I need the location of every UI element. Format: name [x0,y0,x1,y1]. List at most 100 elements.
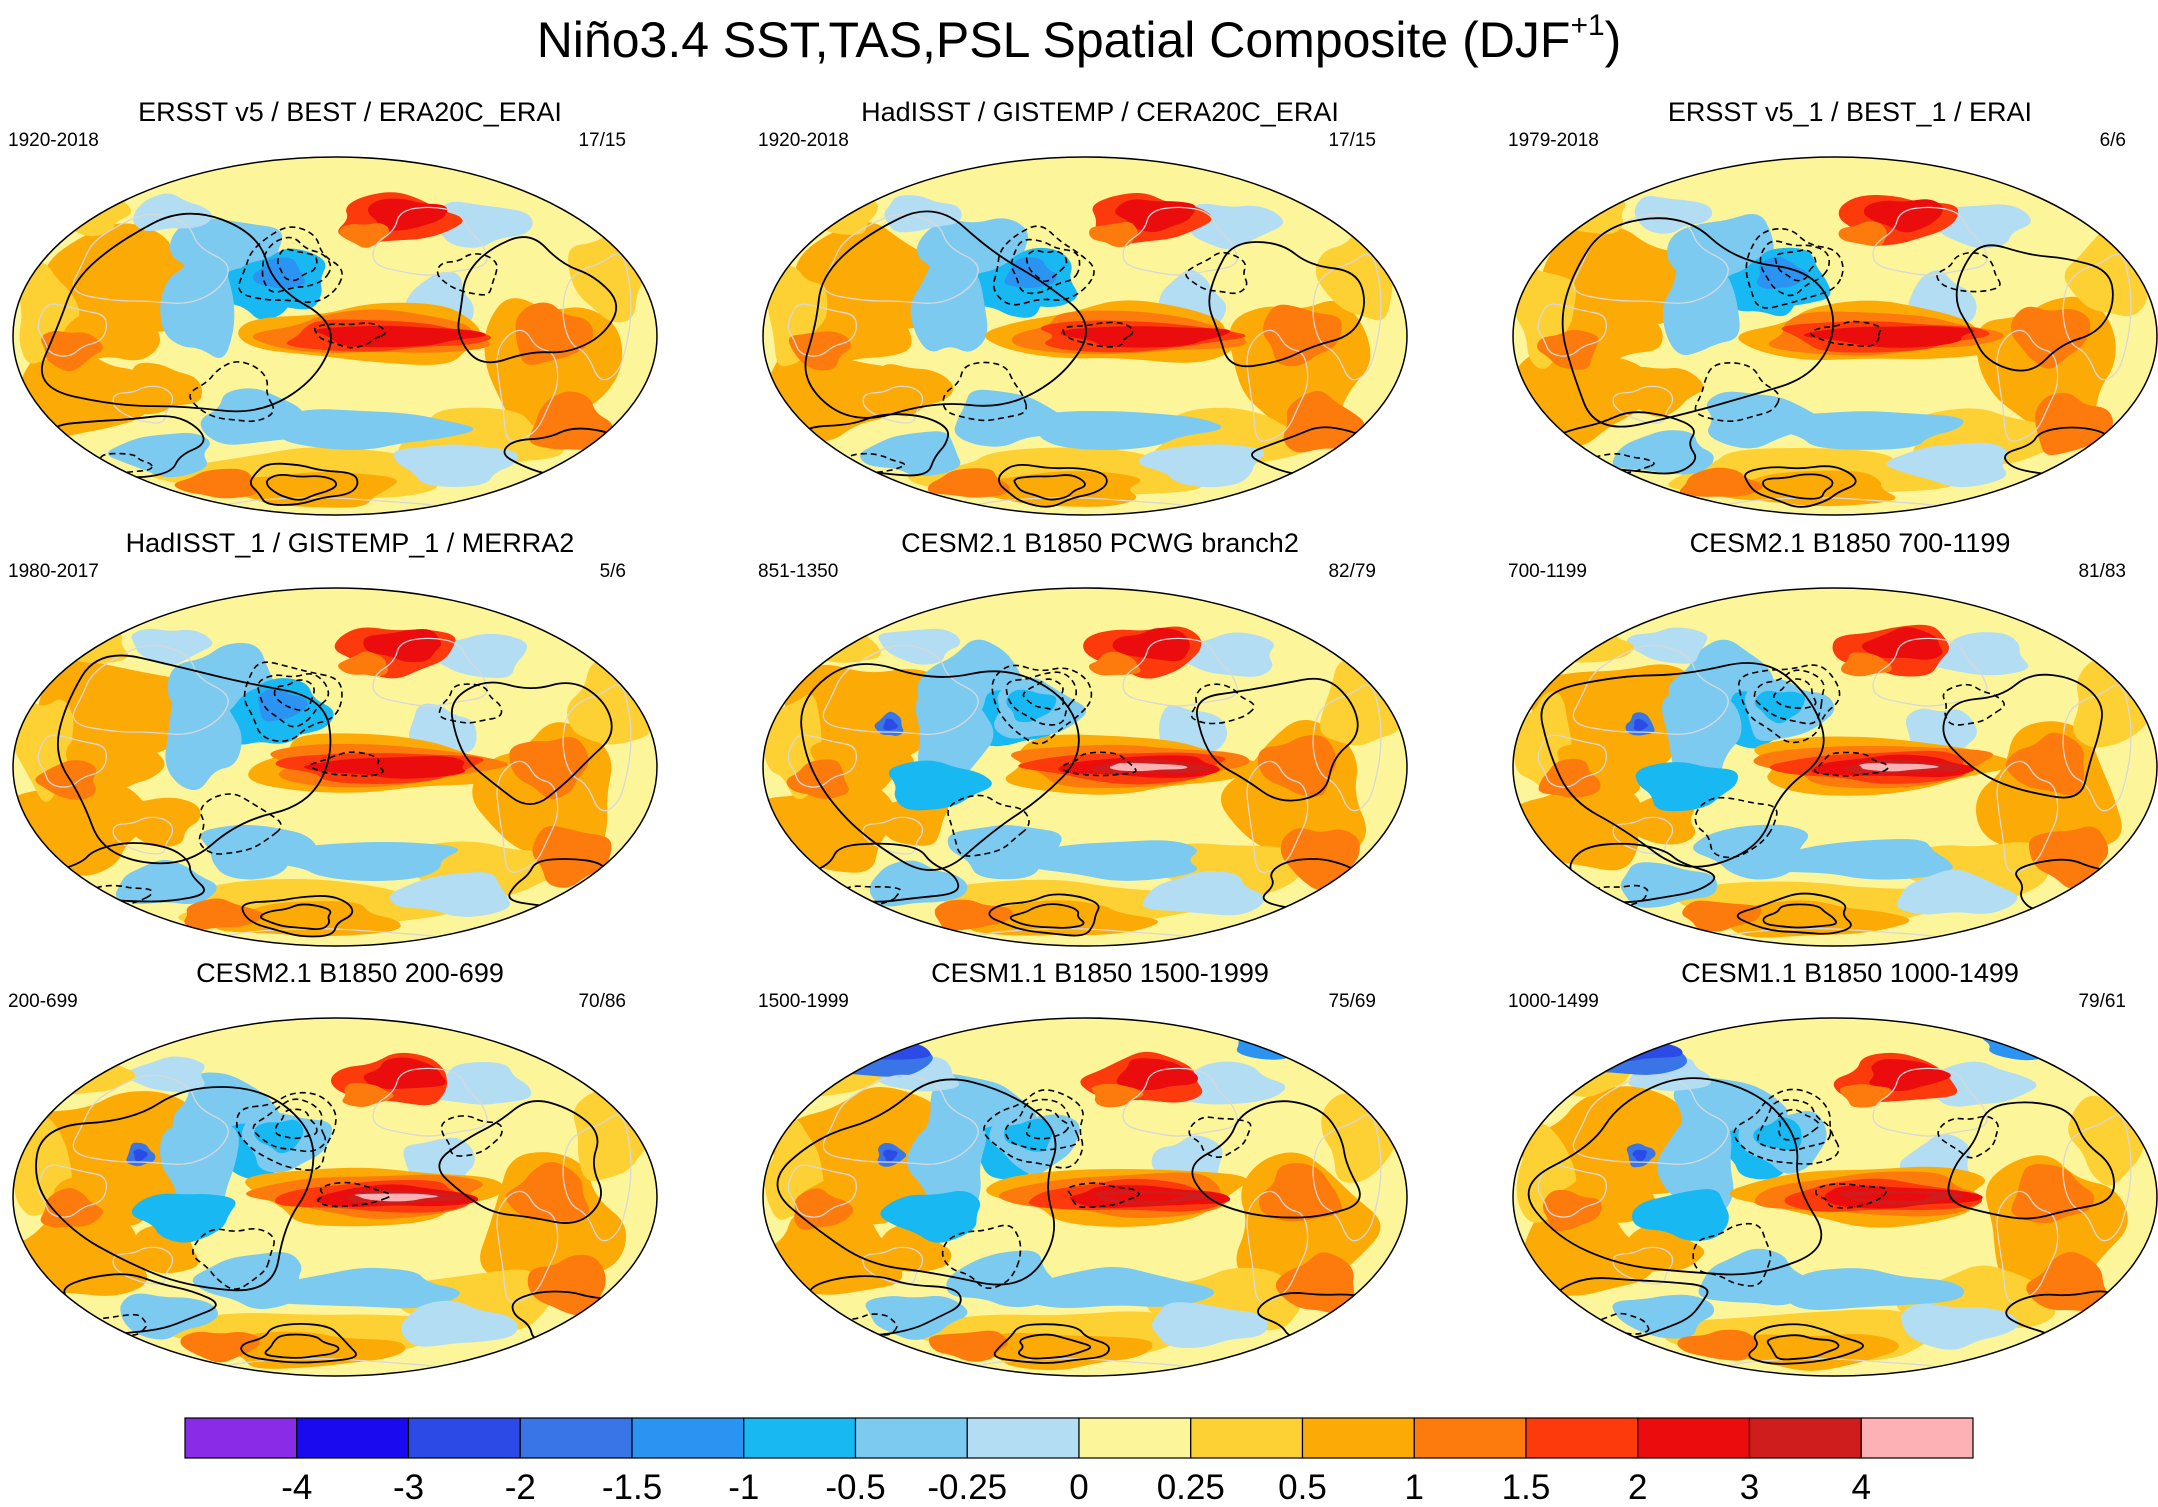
panel-period: 1980-2017 [8,561,99,582]
psl-contour-negative [1773,678,1817,710]
psl-contour-positive [457,236,618,364]
psl-contour-negative [1188,1116,1252,1158]
anomaly-region [133,193,212,232]
anomaly-region [1089,222,1138,248]
coastline [112,816,174,855]
anomaly-region [1142,870,1265,916]
anomaly-region [200,388,313,445]
coastline [1122,206,1238,276]
psl-contour-positive [1762,473,1834,500]
map-border [762,587,1408,947]
psl-contour-positive [1744,465,1857,508]
panel-title: HadISST_1 / GISTEMP_1 / MERRA2 [125,528,575,558]
anomaly-region [860,431,961,477]
anomaly-region [1682,900,1762,932]
colorbar-swatch [1413,1417,1527,1459]
psl-contour-negative [1936,251,2001,293]
anomaly-region [35,760,97,800]
psl-contour-negative [1814,751,1889,777]
coastline [72,1074,229,1165]
colorbar-swatch [743,1417,857,1459]
anomaly-region [1855,331,1936,340]
anomaly-region [883,1149,898,1162]
anomaly-region [1896,869,2018,915]
psl-contour-negative [1774,249,1817,282]
psl-contour-positive [266,474,337,501]
anomaly-region [1103,331,1184,340]
anomaly-region [339,223,389,248]
psl-contour-negative [1062,751,1137,777]
anomaly-region [927,468,1010,498]
anomaly-region [354,1193,438,1202]
anomaly-region [184,898,265,930]
psl-contour-positive [264,1333,340,1359]
anomaly-region [131,628,213,666]
panel-title: CESM2.1 B1850 PCWG branch2 [901,528,1299,558]
anomaly-region [1022,411,1222,451]
map-panel: CESM2.1 B1850 700-1199 700-1199 81/83 [1500,527,2158,967]
psl-contour-positive [41,212,332,413]
coastline [1312,1114,1382,1242]
anomaly-region [2073,658,2156,748]
psl-contour-negative [189,361,275,423]
psl-contour-positive [1748,1323,1864,1365]
anomaly-region [1849,1193,1933,1202]
psl-contour-negative [436,253,498,296]
composite-map [762,587,1408,947]
coastline [72,644,229,735]
anomaly-region [928,1330,1008,1362]
psl-contour-positive [57,654,332,865]
anomaly-region [1612,1294,1715,1339]
map-panel: CESM2.1 B1850 200-699 200-699 70/86 [0,957,700,1397]
coastline [1612,816,1674,855]
anomaly-region [883,718,898,731]
map-border [762,1017,1408,1377]
map-panel: CESM1.1 B1850 1500-1999 1500-1999 75/69 [750,957,1450,1397]
anomaly-region [257,688,308,722]
anomaly-region [1109,762,1188,772]
anomaly-region [878,628,961,665]
anomaly-region [1753,1117,1802,1151]
colorbar-label: 0 [1069,1468,1088,1507]
anomaly-region [1936,1061,2037,1107]
psl-contour-negative [992,225,1095,306]
anomaly-region [1262,304,1342,367]
colorbar-swatch [296,1417,410,1459]
anomaly-region [1754,690,1805,724]
psl-contour-negative [1694,361,1780,422]
psl-contour-negative [273,679,315,712]
coastline [1872,206,1988,276]
psl-contour-negative [274,1108,318,1140]
anomaly-region [282,409,474,450]
map-field [1513,157,2157,515]
anomaly-region [363,1057,447,1090]
panel-period: 851-1350 [758,561,839,582]
composite-map [12,156,658,516]
anomaly-region [865,1296,968,1340]
map-field [13,1018,657,1376]
panel-period: 1000-1499 [1508,991,1599,1012]
psl-contour-negative [1694,796,1778,859]
psl-contour-positive [450,681,613,806]
coastline [1312,684,1382,812]
psl-contour-negative [1777,1108,1820,1141]
anomaly-region [124,1056,205,1093]
panel-period: 1979-2018 [1508,130,1599,151]
anomaly-region [910,241,988,352]
coastline [1872,1067,1988,1137]
panel-period: 1500-1999 [758,991,849,1012]
anomaly-region [934,899,1013,931]
anomaly-region [888,760,992,811]
anomaly-region [389,872,510,917]
psl-contour-positive [240,1322,357,1364]
anomaly-region [352,331,431,341]
anomaly-region [532,825,612,888]
anomaly-region [1859,763,1939,772]
colorbar-label: 4 [1852,1468,1871,1507]
anomaly-region [1679,467,1764,497]
composite-map [1512,156,2158,516]
psl-contour-positive [804,210,1087,419]
coastline [787,303,858,357]
coastline [1572,1074,1729,1165]
colorbar-swatch [1525,1417,1639,1459]
